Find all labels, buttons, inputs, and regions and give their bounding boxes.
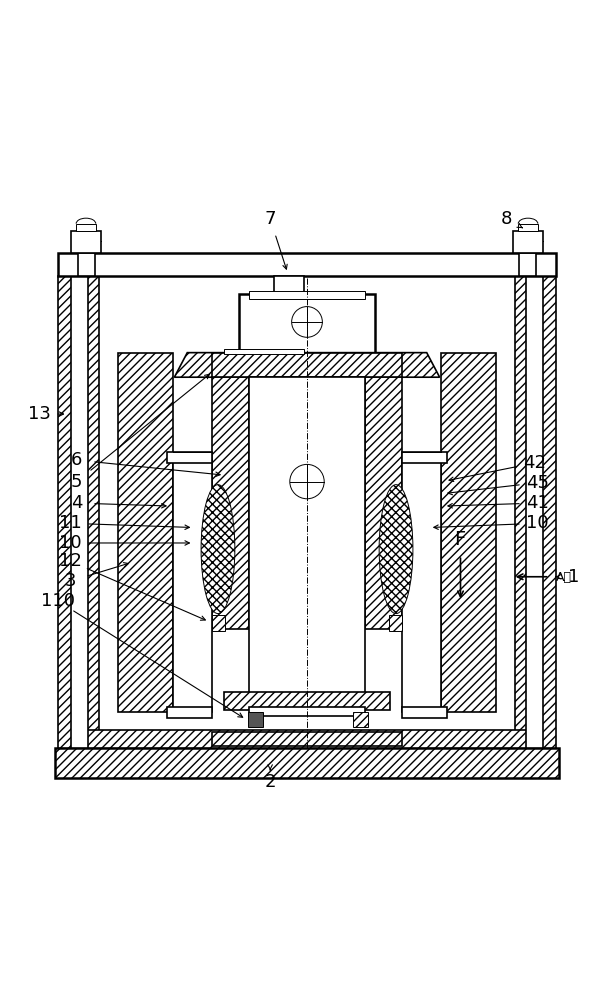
Bar [389,615,402,631]
Text: 1: 1 [569,568,580,586]
Bar [274,276,304,294]
Bar [515,276,556,748]
Bar [513,231,543,253]
Text: F: F [454,530,465,549]
Bar [212,377,249,629]
Text: 8: 8 [501,210,512,228]
Text: 7: 7 [265,210,276,228]
Ellipse shape [379,485,413,614]
Text: 110: 110 [41,592,76,610]
Bar [526,276,543,748]
Text: 5: 5 [71,473,82,491]
Bar [78,253,95,276]
Bar [402,460,441,712]
Text: 42: 42 [523,454,546,472]
Text: 4: 4 [71,494,82,512]
Bar [365,377,402,629]
Text: A向: A向 [556,571,572,584]
Bar [58,276,99,748]
Bar [518,224,538,231]
Text: 11: 11 [59,514,82,532]
Polygon shape [174,353,440,377]
Bar [353,712,368,727]
Bar [249,707,365,716]
Bar [249,377,365,700]
Bar [80,730,534,748]
Text: 12: 12 [59,552,82,570]
Text: 13: 13 [28,405,52,423]
Bar [71,276,88,748]
Bar [58,253,556,276]
Bar [167,707,212,718]
Bar [249,291,365,299]
Bar [519,253,536,276]
Bar [118,353,173,712]
Bar [248,712,263,727]
Bar [55,748,559,778]
Bar [224,349,304,354]
Text: 45: 45 [526,474,549,492]
Text: 6: 6 [71,451,82,469]
Bar [167,452,212,463]
Bar [173,460,212,712]
Ellipse shape [201,485,235,614]
Text: 2: 2 [265,773,276,791]
Bar [402,452,447,463]
Bar [212,353,402,377]
Bar [212,732,402,746]
Bar [224,692,390,710]
Text: 10: 10 [526,514,548,532]
Bar [76,224,96,231]
Bar [441,353,496,712]
Text: 3: 3 [65,572,76,590]
Text: 10: 10 [60,534,82,552]
Bar [212,615,225,631]
Bar [71,231,101,253]
Text: 41: 41 [526,494,549,512]
Bar [402,707,447,718]
Bar [239,294,375,353]
